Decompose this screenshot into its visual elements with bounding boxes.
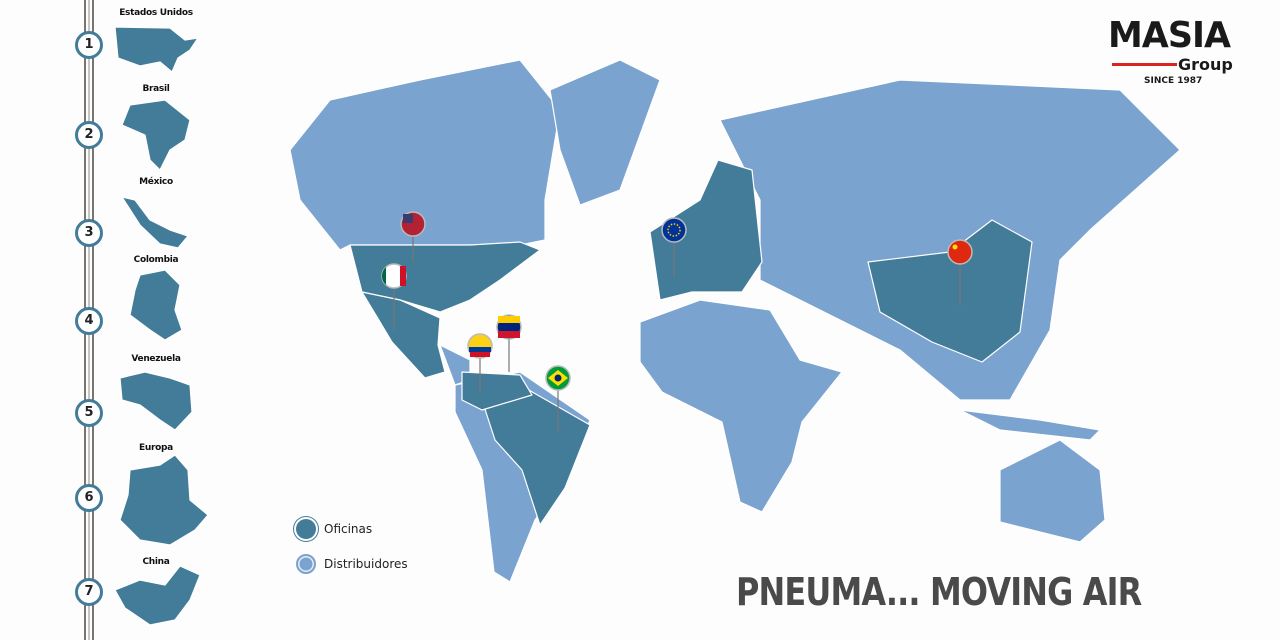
africa <box>639 299 843 513</box>
step-3: 3 <box>75 219 103 247</box>
label-brazil: Brasil <box>142 84 170 94</box>
legend-distribuidores: Distribuidores <box>296 554 408 574</box>
label-europe: Europa <box>139 443 173 453</box>
australia <box>999 439 1106 543</box>
label-venezuela: Venezuela <box>131 354 181 364</box>
label-china: China <box>142 557 170 567</box>
thumb-mexico <box>121 196 189 249</box>
step-2: 2 <box>75 121 103 149</box>
greenland <box>549 59 661 206</box>
slogan: PNEUMA... MOVING AIR <box>736 570 1142 614</box>
north-america <box>289 59 561 251</box>
thumb-colombia <box>129 269 183 341</box>
legend-oficinas-label: Oficinas <box>324 522 373 536</box>
europe <box>649 159 763 301</box>
logo-name: MASIA <box>1108 15 1231 56</box>
thumb-brazil <box>121 99 191 171</box>
thumb-europe <box>119 454 209 546</box>
mexico <box>361 291 446 379</box>
thumb-venezuela <box>119 371 193 431</box>
step-4: 4 <box>75 307 103 335</box>
step-7: 7 <box>75 578 103 606</box>
logo-since: SINCE 1987 <box>1144 76 1203 86</box>
label-mexico: México <box>139 177 173 187</box>
thumb-usa <box>114 26 199 73</box>
russia-asia <box>719 79 1181 401</box>
step-6: 6 <box>75 484 103 512</box>
legend-oficinas: Oficinas <box>296 519 372 539</box>
brazil <box>481 384 591 526</box>
label-usa: Estados Unidos <box>119 8 193 18</box>
eu-flag-icon <box>661 217 687 243</box>
step-1: 1 <box>75 31 103 59</box>
distribuidores-swatch <box>296 554 316 574</box>
logo-red-line <box>1112 63 1177 66</box>
china-flag-icon <box>947 239 973 265</box>
oficinas-swatch <box>296 519 316 539</box>
masia-logo: MASIA Group SINCE 1987 <box>1108 18 1248 90</box>
legend-distribuidores-label: Distribuidores <box>324 557 408 571</box>
step-5: 5 <box>75 399 103 427</box>
thumb-china <box>114 565 201 626</box>
logo-sub: Group <box>1178 55 1233 74</box>
label-colombia: Colombia <box>133 255 179 265</box>
indonesia <box>959 409 1101 441</box>
